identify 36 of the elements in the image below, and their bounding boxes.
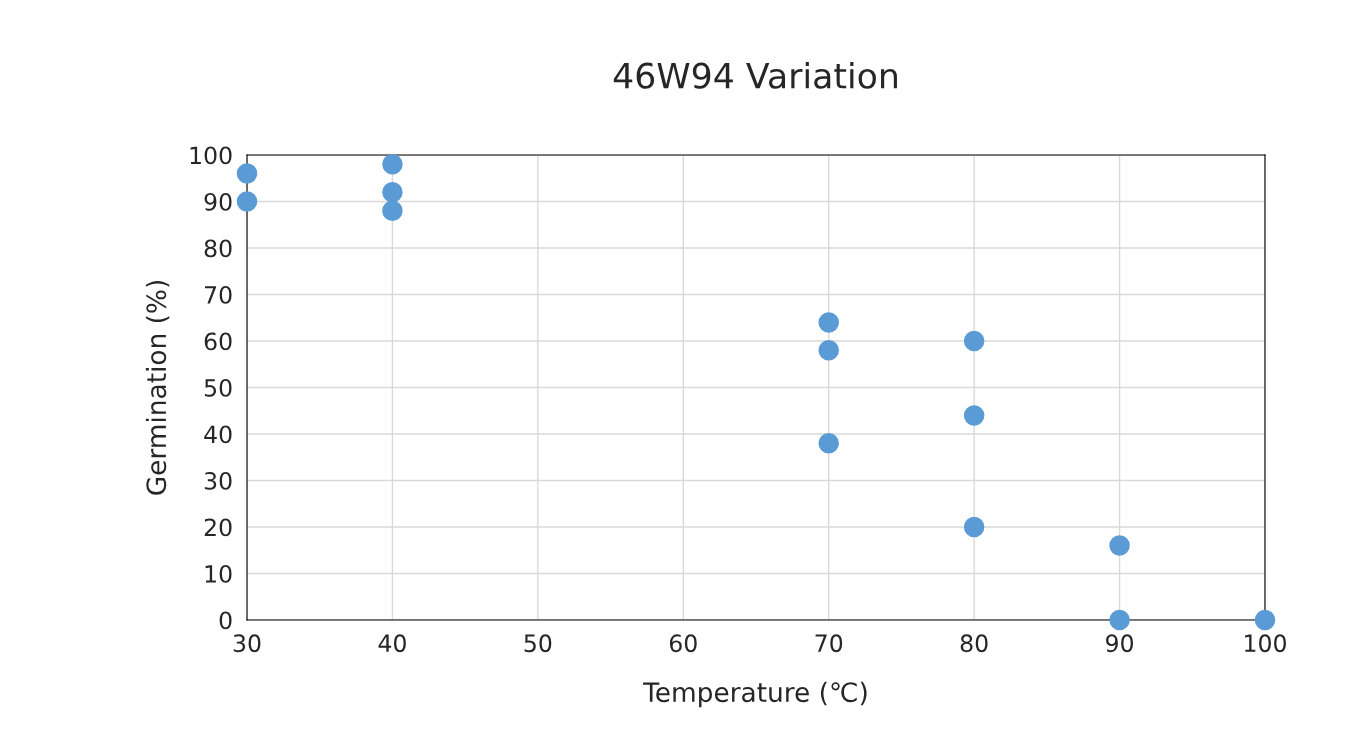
x-tick-label: 40 (378, 634, 406, 653)
x-axis-title: Temperature (℃) (643, 681, 867, 708)
y-tick-label: 90 (204, 192, 232, 211)
x-tick-label: 50 (524, 634, 552, 653)
x-tick-label: 30 (233, 634, 261, 653)
y-axis-title: Germination (%) (145, 280, 170, 495)
point (382, 154, 403, 175)
x-tick-label: 80 (960, 634, 988, 653)
point (818, 312, 839, 333)
y-tick-label: 50 (204, 378, 232, 397)
point (236, 163, 258, 184)
point (236, 191, 258, 212)
point (818, 340, 839, 361)
point (963, 516, 985, 538)
y-tick-label: 60 (204, 332, 232, 351)
point (963, 330, 985, 352)
x-tick-label: 90 (1106, 634, 1134, 653)
point (1109, 535, 1130, 556)
y-tick-label: 40 (204, 425, 232, 444)
x-tick-label: 100 (1245, 634, 1286, 653)
y-tick-label: 0 (219, 611, 232, 630)
point (818, 433, 839, 454)
point (963, 405, 985, 426)
y-tick-label: 100 (190, 146, 232, 165)
y-tick-label: 70 (205, 285, 232, 304)
y-tick-label: 30 (204, 471, 232, 490)
point (1254, 609, 1276, 631)
y-tick-label: 20 (204, 518, 232, 537)
chart-title: 46W94 Variation (613, 61, 897, 89)
point (382, 200, 403, 222)
x-tick-label: 60 (669, 634, 697, 653)
point (382, 181, 403, 203)
y-tick-label: 10 (205, 564, 232, 583)
point (1109, 609, 1130, 631)
x-tick-label: 70 (815, 634, 843, 653)
y-tick-label: 80 (204, 239, 232, 258)
